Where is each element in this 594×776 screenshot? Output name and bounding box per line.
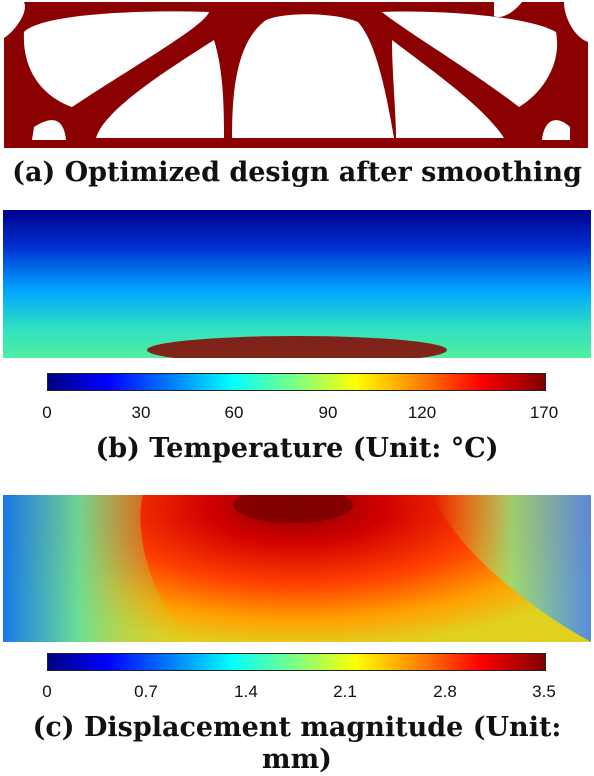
temperature-tick-5: 170 [529, 403, 559, 422]
displacement-tick-5: 3.5 [532, 682, 556, 701]
temperature-tick-1: 30 [131, 403, 151, 422]
displacement-tick-2: 1.4 [234, 682, 258, 701]
void-hole-bottom-right [542, 120, 570, 140]
caption-c: (c) Displacement magnitude (Unit: mm) [32, 712, 562, 775]
void-hole-left-mid [96, 40, 224, 138]
temperature-field-plot [3, 210, 591, 358]
void-hole-center [232, 14, 394, 138]
displacement-tick-0: 0 [42, 682, 52, 701]
displacement-tick-1: 0.7 [134, 682, 158, 701]
displacement-field-plot [3, 495, 591, 642]
optimized-design-figure [4, 2, 588, 148]
displacement-left-low-zone [3, 495, 193, 642]
temperature-tick-4: 120 [407, 403, 437, 422]
temperature-tick-2: 60 [224, 403, 244, 422]
void-hole-top-right [494, 2, 522, 18]
void-hole-right-mid [392, 40, 504, 138]
temperature-peak [147, 336, 447, 358]
caption-a: (a) Optimized design after smoothing [12, 157, 582, 188]
void-hole-top-left [4, 2, 25, 38]
caption-b: (b) Temperature (Unit: °C) [95, 433, 499, 464]
displacement-peak [233, 495, 353, 523]
void-hole-left-large [23, 11, 210, 107]
void-hole-right-large [382, 11, 558, 107]
displacement-colorbar [47, 653, 546, 671]
temperature-tick-3: 90 [318, 403, 338, 422]
displacement-tick-4: 2.8 [433, 682, 457, 701]
temperature-colorbar [47, 373, 546, 391]
displacement-right-low-zone [433, 495, 591, 642]
temperature-tick-0: 0 [42, 403, 52, 422]
void-hole-corner-right [564, 2, 588, 42]
temperature-hot-zone [3, 238, 591, 358]
void-hole-bottom-left [32, 120, 66, 140]
displacement-tick-3: 2.1 [333, 682, 357, 701]
